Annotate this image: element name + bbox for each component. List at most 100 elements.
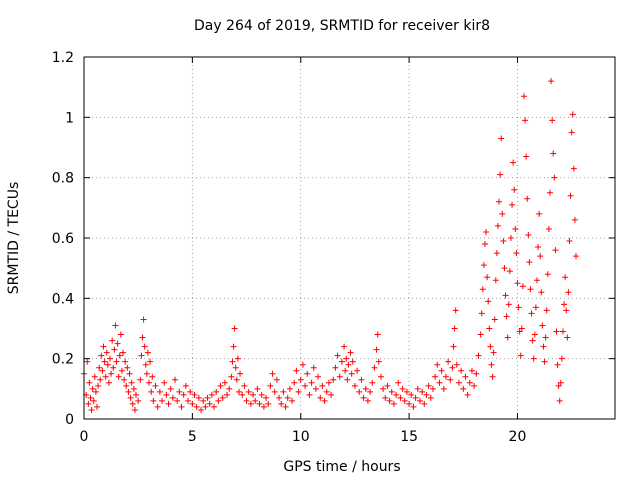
- data-point: [503, 313, 510, 320]
- data-point: [532, 304, 539, 311]
- data-point: [548, 78, 555, 85]
- data-point: [471, 382, 478, 389]
- data-point: [228, 373, 235, 380]
- data-point: [555, 382, 562, 389]
- data-point: [497, 171, 504, 178]
- grid: [84, 57, 615, 419]
- data-point: [512, 225, 519, 232]
- data-point: [501, 265, 508, 272]
- data-point: [380, 385, 387, 392]
- data-point: [221, 379, 228, 386]
- data-point: [572, 253, 579, 260]
- data-point: [241, 382, 248, 389]
- data-point: [87, 394, 94, 401]
- data-point: [488, 361, 495, 368]
- data-point: [440, 385, 447, 392]
- data-point: [567, 192, 574, 199]
- chart-title: Day 264 of 2019, SRMTID for receiver kir…: [194, 18, 490, 34]
- data-point: [174, 397, 181, 404]
- data-point: [360, 394, 367, 401]
- data-point: [319, 382, 326, 389]
- data-point: [553, 328, 560, 335]
- data-point: [180, 391, 187, 398]
- data-point: [101, 358, 108, 365]
- data-point: [92, 388, 99, 395]
- data-point: [230, 343, 237, 350]
- data-point: [245, 388, 252, 395]
- data-point: [520, 93, 527, 100]
- data-point: [321, 397, 328, 404]
- data-point: [94, 403, 101, 410]
- data-point: [332, 364, 339, 371]
- data-point: [273, 376, 280, 383]
- data-point: [86, 379, 93, 386]
- data-point: [211, 403, 218, 410]
- y-tick-label: 1: [65, 110, 74, 126]
- data-point: [95, 382, 102, 389]
- data-point: [291, 379, 298, 386]
- data-point: [524, 195, 531, 202]
- data-point: [341, 343, 348, 350]
- data-point: [138, 352, 145, 359]
- data-point: [423, 391, 430, 398]
- data-point: [304, 370, 311, 377]
- data-point: [493, 250, 500, 257]
- data-point: [502, 292, 509, 299]
- data-point: [566, 238, 573, 245]
- x-tick-label: 5: [188, 429, 197, 445]
- axis-ticks: 0 0.2 0.4 0.6 0.8 1 1.2 0 5 10 15 20: [52, 50, 615, 445]
- data-point: [354, 367, 361, 374]
- data-point: [401, 397, 408, 404]
- data-point: [362, 385, 369, 392]
- data-point: [551, 174, 558, 181]
- data-point: [147, 358, 154, 365]
- data-point: [542, 334, 549, 341]
- data-point: [531, 331, 538, 338]
- data-point: [546, 189, 553, 196]
- data-point: [533, 277, 540, 284]
- data-point: [334, 352, 341, 359]
- data-point: [306, 391, 313, 398]
- data-point: [528, 310, 535, 317]
- data-point: [308, 379, 315, 386]
- data-point: [131, 406, 138, 413]
- y-tick-label: 0.6: [52, 231, 74, 247]
- data-point: [189, 400, 196, 407]
- data-point: [113, 358, 120, 365]
- data-point: [116, 352, 123, 359]
- data-point: [124, 364, 131, 371]
- data-point: [539, 322, 546, 329]
- data-point: [345, 361, 352, 368]
- data-point: [146, 379, 153, 386]
- data-point: [552, 247, 559, 254]
- data-point: [114, 340, 121, 347]
- data-point: [421, 400, 428, 407]
- data-point: [217, 382, 224, 389]
- data-point: [128, 379, 135, 386]
- data-point: [464, 391, 471, 398]
- data-point: [384, 382, 391, 389]
- data-point: [224, 391, 231, 398]
- data-point: [133, 391, 140, 398]
- data-point: [293, 367, 300, 374]
- data-point: [408, 391, 415, 398]
- data-point: [336, 373, 343, 380]
- data-point: [386, 397, 393, 404]
- data-point: [191, 391, 198, 398]
- data-point: [509, 201, 516, 208]
- data-point: [492, 277, 499, 284]
- data-point: [104, 361, 111, 368]
- data-point: [102, 373, 109, 380]
- data-point: [143, 370, 150, 377]
- data-point: [109, 337, 116, 344]
- data-point: [364, 397, 371, 404]
- data-point: [127, 394, 134, 401]
- data-point: [172, 376, 179, 383]
- data-point: [490, 349, 497, 356]
- data-point: [258, 391, 265, 398]
- data-point: [317, 394, 324, 401]
- data-point: [338, 358, 345, 365]
- data-points: [81, 78, 579, 413]
- x-tick-label: 0: [80, 429, 89, 445]
- data-point: [434, 361, 441, 368]
